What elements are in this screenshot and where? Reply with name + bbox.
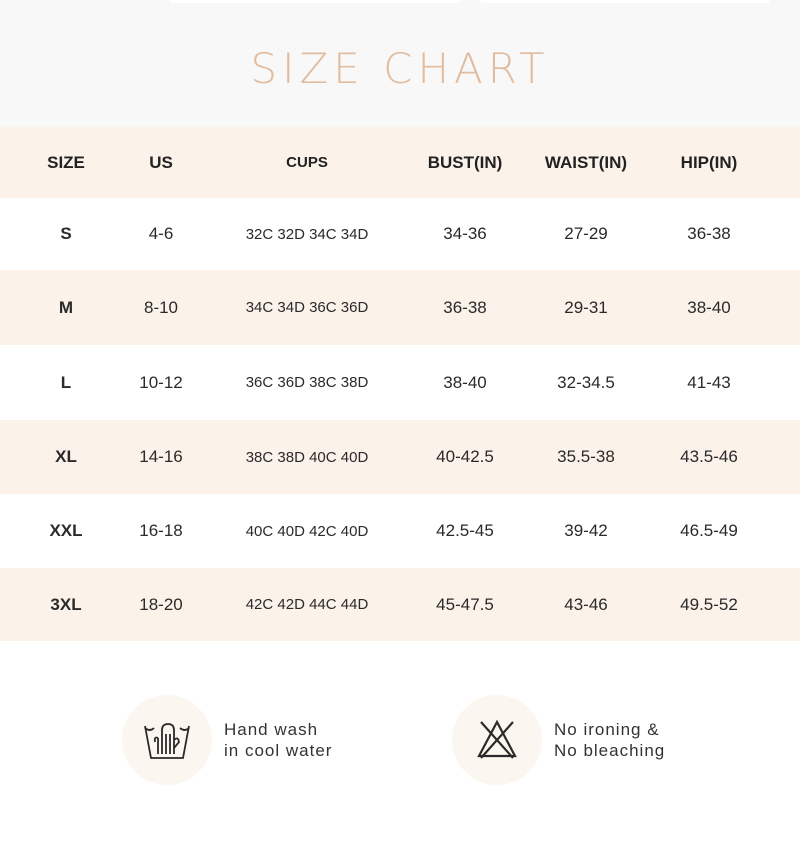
table-cell: 41-43	[687, 372, 731, 392]
column-header: WAIST(IN)	[544, 152, 628, 172]
table-cell: XXL	[49, 521, 83, 540]
decor-bar	[480, 0, 770, 3]
decor-bar	[170, 0, 460, 3]
table-cell: 36C 36D 38C 38D	[245, 374, 369, 391]
table-cell: 42C 42D 44C 44D	[245, 596, 369, 613]
table-cell: L	[60, 372, 72, 392]
care-item-hand-wash: Hand wash in cool water	[122, 695, 332, 785]
page-title: SIZE CHART	[250, 44, 550, 93]
hand-wash-icon	[122, 695, 212, 785]
column-header: CUPS	[286, 154, 328, 171]
care-text-line: No ironing &	[554, 720, 660, 739]
table-row: S 4-6 32C 32D 34C 34D 34-36 27-29 36-38	[0, 198, 800, 270]
table-header: SIZE US CUPS BUST(IN) WAIST(IN) HIP(IN)	[0, 127, 800, 198]
table-cell: 32-34.5	[557, 372, 615, 392]
care-text-line: Hand wash	[224, 720, 319, 739]
table-row: XXL 16-18 40C 40D 42C 40D 42.5-45 39-42 46.5-…	[0, 494, 800, 568]
table-cell: 45-47.5	[436, 594, 494, 614]
table-cell: 43.5-46	[680, 447, 738, 466]
title-area: SIZE CHART	[0, 0, 800, 127]
table-cell: 8-10	[143, 297, 179, 317]
table-cell: XL	[55, 447, 77, 466]
no-iron-no-bleach-icon	[452, 695, 542, 785]
table-cell: 39-42	[564, 521, 608, 540]
table-cell: 16-18	[139, 521, 183, 540]
care-item-no-iron-bleach: No ironing & No bleaching	[452, 695, 665, 785]
table-cell: 35.5-38	[557, 447, 615, 466]
table-cell: 3XL	[50, 594, 82, 614]
table-cell: 4-6	[148, 224, 174, 243]
table-cell: S	[60, 224, 72, 243]
table-row: M 8-10 34C 34D 36C 36D 36-38 29-31 38-40	[0, 270, 800, 345]
table-cell: 36-38	[687, 224, 731, 243]
table-row: 3XL 18-20 42C 42D 44C 44D 45-47.5 43-46 49.5-…	[0, 568, 800, 641]
table-cell: 34-36	[443, 224, 487, 243]
table-cell: 42.5-45	[436, 521, 494, 540]
care-text-line: No bleaching	[554, 741, 666, 760]
table-cell: 43-46	[564, 594, 608, 614]
table-cell: 38-40	[687, 297, 731, 317]
table-row: L 10-12 36C 36D 38C 38D 38-40 32-34.5 41-43	[0, 345, 800, 420]
table-cell: 32C 32D 34C 34D	[245, 225, 369, 243]
table-cell: 40C 40D 42C 40D	[245, 522, 369, 540]
table-cell: M	[58, 297, 74, 317]
table-cell: 38C 38D 40C 40D	[245, 448, 369, 466]
column-header: US	[149, 152, 173, 172]
table-cell: 14-16	[139, 447, 183, 466]
table-cell: 34C 34D 36C 36D	[245, 299, 369, 316]
column-header: BUST(IN)	[427, 152, 503, 172]
table-cell: 27-29	[564, 224, 608, 243]
table-row: XL 14-16 38C 38D 40C 40D 40-42.5 35.5-38 43.5…	[0, 420, 800, 494]
table-cell: 40-42.5	[436, 447, 494, 466]
care-text-line: in cool water	[224, 741, 333, 760]
table-cell: 29-31	[564, 297, 608, 317]
table-cell: 38-40	[443, 372, 487, 392]
table-cell: 36-38	[443, 297, 487, 317]
table-cell: 18-20	[139, 594, 183, 614]
column-header: SIZE	[47, 152, 85, 172]
table-cell: 49.5-52	[680, 594, 738, 614]
column-header: HIP(IN)	[680, 152, 738, 172]
table-cell: 46.5-49	[680, 521, 738, 540]
table-cell: 10-12	[139, 372, 183, 392]
